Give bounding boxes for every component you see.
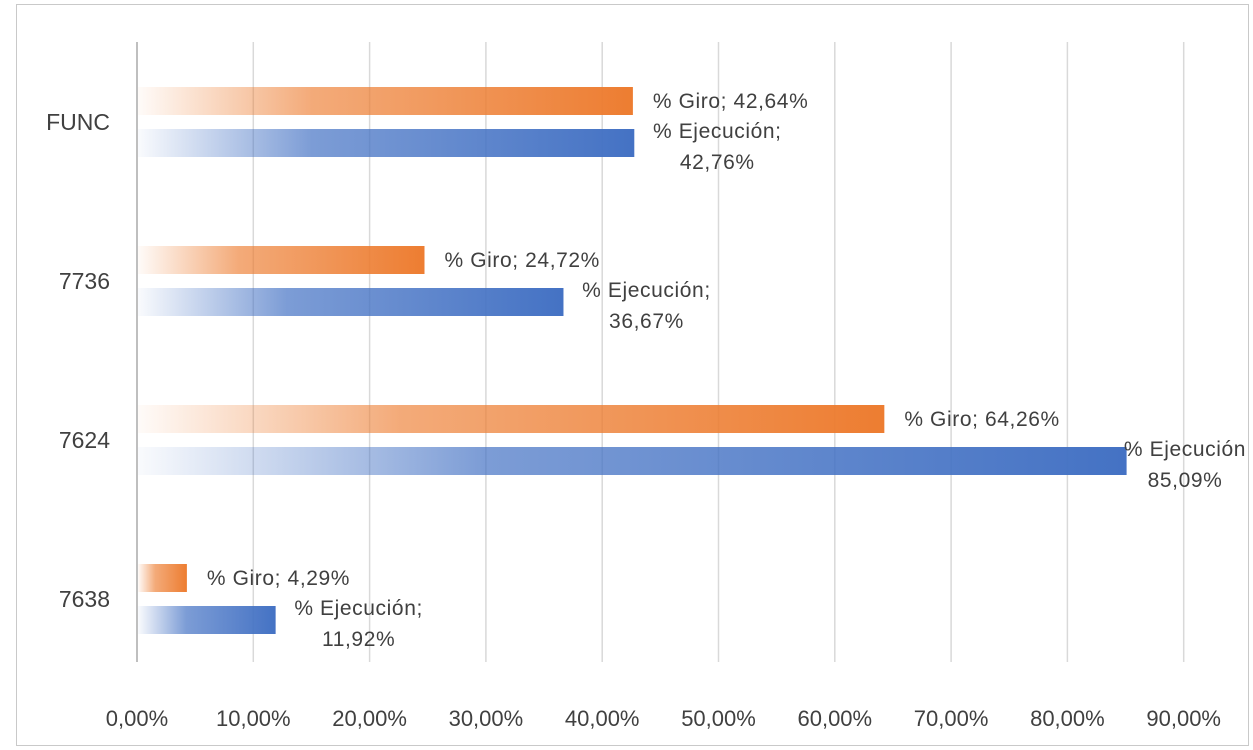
category-label: FUNC — [46, 109, 110, 135]
data-label: % Ejecución; — [294, 597, 423, 620]
data-label: % Giro; 42,64% — [653, 90, 808, 113]
x-tick-label: 80,00% — [1030, 706, 1105, 731]
bar-giro — [138, 246, 425, 274]
data-label: 85,09% — [1148, 469, 1223, 492]
bar-giro — [138, 564, 187, 592]
data-label: 42,76% — [680, 151, 755, 174]
data-label: 36,67% — [609, 310, 684, 333]
data-label: 11,92% — [322, 628, 395, 651]
x-tick-label: 40,00% — [565, 706, 640, 731]
x-tick-label: 50,00% — [681, 706, 756, 731]
data-label: % Ejecución; — [582, 279, 711, 302]
bar-ejecucion — [138, 288, 564, 316]
bar-ejecucion — [138, 447, 1127, 475]
x-tick-label: 90,00% — [1146, 706, 1221, 731]
x-tick-label: 60,00% — [797, 706, 872, 731]
data-label: % Ejecución — [1124, 438, 1246, 461]
x-tick-label: 10,00% — [216, 706, 291, 731]
x-tick-label: 30,00% — [449, 706, 524, 731]
x-tick-label: 20,00% — [332, 706, 407, 731]
x-tick-label: 70,00% — [914, 706, 989, 731]
data-label: % Giro; 4,29% — [207, 567, 350, 590]
bar-giro — [138, 87, 633, 115]
category-label: 7624 — [59, 427, 110, 453]
data-label: % Giro; 64,26% — [904, 408, 1059, 431]
category-label: 7736 — [59, 268, 110, 294]
x-tick-label: 0,00% — [106, 706, 168, 731]
category-label: 7638 — [59, 586, 110, 612]
data-label: % Ejecución; — [653, 120, 782, 143]
data-label: % Giro; 24,72% — [444, 249, 599, 272]
bar-ejecucion — [138, 606, 276, 634]
bar-giro — [138, 405, 885, 433]
bar-ejecucion — [138, 129, 635, 157]
